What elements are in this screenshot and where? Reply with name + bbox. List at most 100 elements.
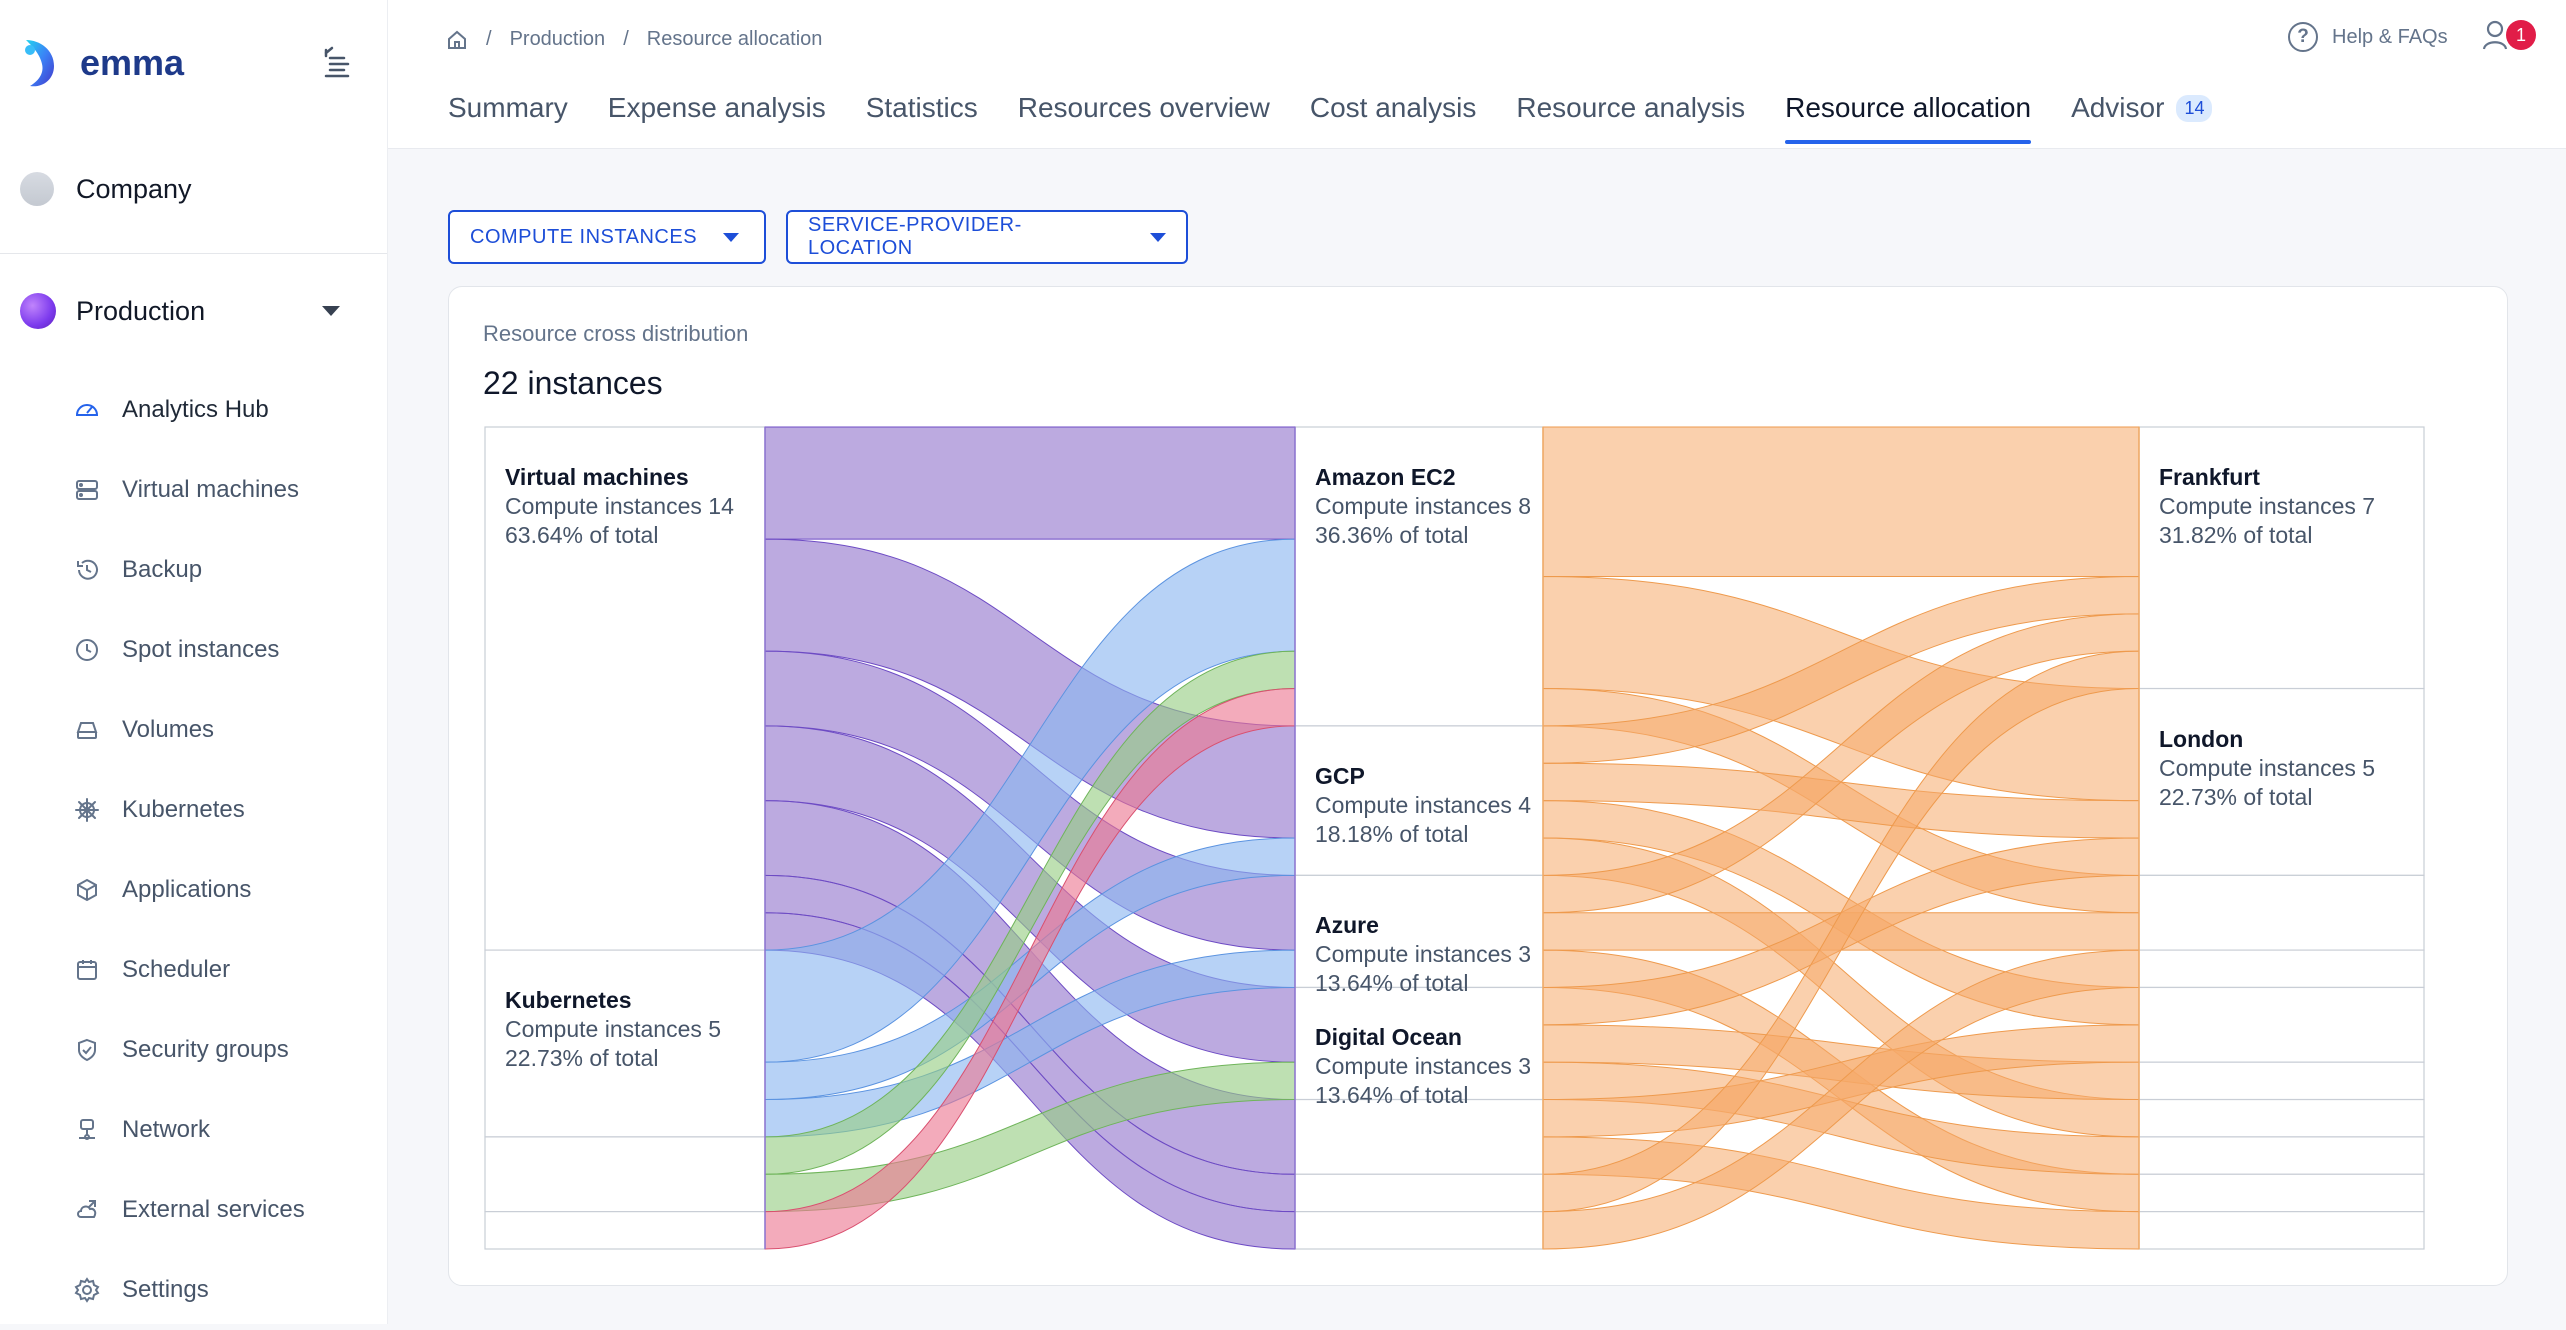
sidebar-item-network[interactable]: Network xyxy=(74,1090,305,1170)
node-share: 13.64% of total xyxy=(1315,970,1469,997)
box-icon xyxy=(74,877,100,903)
sankey-node-box xyxy=(2138,874,2425,951)
node-name: Virtual machines xyxy=(505,464,689,490)
project-avatar xyxy=(20,293,56,329)
user-menu-button[interactable]: 1 xyxy=(2482,18,2538,58)
sidebar-item-label: Analytics Hub xyxy=(122,396,269,423)
sidebar-item-label: Applications xyxy=(122,876,252,903)
tab-summary[interactable]: Summary xyxy=(448,92,568,144)
tab-label: Resources overview xyxy=(1017,92,1270,123)
resource-type-dropdown[interactable]: COMPUTE INSTANCES xyxy=(448,210,766,264)
sidebar-item-label: Spot instances xyxy=(122,636,280,663)
node-count: Compute instances 5 xyxy=(2159,754,2376,781)
advisor-count-badge: 14 xyxy=(2176,94,2213,122)
sidebar-item-backup[interactable]: Backup xyxy=(74,530,305,610)
breadcrumb-separator: / xyxy=(486,28,492,50)
node-share: 22.73% of total xyxy=(505,1045,659,1072)
helm-icon xyxy=(74,797,100,823)
history-icon xyxy=(74,557,100,583)
breadcrumb-production[interactable]: Production xyxy=(509,28,606,50)
server-icon xyxy=(74,477,100,503)
sankey-node-box xyxy=(2138,1136,2425,1175)
tab-bar: Summary Expense analysis Statistics Reso… xyxy=(448,92,2213,144)
sankey-node-box xyxy=(1294,1211,1544,1250)
sankey-node-box xyxy=(2138,949,2425,989)
company-selector[interactable]: Company xyxy=(20,172,192,206)
tab-advisor[interactable]: Advisor 14 xyxy=(2071,92,2213,144)
clock-icon xyxy=(74,637,100,663)
node-name: Kubernetes xyxy=(505,987,632,1014)
network-icon xyxy=(74,1117,100,1143)
sankey-node-label: Kubernetes Compute instances 5 22.73% of t… xyxy=(505,986,721,1073)
sidebar-item-kubernetes[interactable]: Kubernetes xyxy=(74,770,305,850)
node-share: 18.18% of total xyxy=(1315,820,1469,847)
sidebar-item-analytics-hub[interactable]: Analytics Hub xyxy=(74,370,305,450)
logo[interactable]: emma xyxy=(20,36,184,90)
sidebar-item-label: Virtual machines xyxy=(122,476,299,503)
tab-expense-analysis[interactable]: Expense analysis xyxy=(608,92,826,144)
help-label: Help & FAQs xyxy=(2332,25,2448,48)
sidebar-nav: Analytics Hub Virtual machines Backup Sp… xyxy=(74,370,305,1330)
sankey-node-box xyxy=(2138,1211,2425,1250)
topbar: / Production / Resource allocation ? Hel… xyxy=(388,0,2566,149)
sidebar-item-label: Settings xyxy=(122,1276,209,1303)
help-link[interactable]: ? Help & FAQs xyxy=(2288,22,2448,52)
project-selector[interactable]: Production xyxy=(20,293,340,329)
sankey-chart xyxy=(484,426,2425,1250)
tab-label: Expense analysis xyxy=(607,92,826,123)
sankey-node-box xyxy=(2138,1061,2425,1101)
node-count: Compute instances 3 xyxy=(1315,941,1532,968)
node-share: 31.82% of total xyxy=(2159,522,2313,548)
sidebar-divider xyxy=(0,253,387,254)
question-icon: ? xyxy=(2288,22,2318,52)
sidebar-item-security-groups[interactable]: Security groups xyxy=(74,1010,305,1090)
cloud-link-icon xyxy=(74,1197,100,1223)
grouping-dropdown[interactable]: SERVICE-PROVIDER-LOCATION xyxy=(786,210,1188,264)
emma-logo-icon xyxy=(25,40,54,87)
logo-text: emma xyxy=(80,42,185,83)
sidebar-item-volumes[interactable]: Volumes xyxy=(74,690,305,770)
node-count: Compute instances 14 xyxy=(505,493,734,519)
tab-statistics[interactable]: Statistics xyxy=(866,92,978,144)
tab-cost-analysis[interactable]: Cost analysis xyxy=(1310,92,1477,144)
tab-label: Resource analysis xyxy=(1516,92,1746,123)
company-avatar xyxy=(20,172,54,206)
sankey-node-label: Frankfurt Compute instances 7 31.82% of to… xyxy=(2159,463,2375,550)
sidebar-item-settings[interactable]: Settings xyxy=(74,1250,305,1330)
tab-resources-overview[interactable]: Resources overview xyxy=(1018,92,1270,144)
tab-resource-analysis[interactable]: Resource analysis xyxy=(1516,92,1745,144)
sidebar-item-label: Scheduler xyxy=(122,956,231,983)
home-icon[interactable] xyxy=(446,29,468,51)
sidebar-item-applications[interactable]: Applications xyxy=(74,850,305,930)
sankey-node-box xyxy=(1294,874,1544,989)
sidebar-item-virtual-machines[interactable]: Virtual machines xyxy=(74,450,305,530)
chevron-down-icon xyxy=(322,306,340,316)
tab-resource-allocation[interactable]: Resource allocation xyxy=(1785,92,2031,144)
node-name: London xyxy=(2159,725,2244,752)
collapse-sidebar-button[interactable] xyxy=(320,44,354,80)
sidebar-item-scheduler[interactable]: Scheduler xyxy=(74,930,305,1010)
node-count: Compute instances 7 xyxy=(2159,493,2376,519)
tab-label: Advisor xyxy=(2071,92,2165,123)
node-share: 13.64% of total xyxy=(1315,1082,1469,1109)
sidebar-item-external-services[interactable]: External services xyxy=(74,1170,305,1250)
sankey-node-label: London Compute instances 5 22.73% of total xyxy=(2159,725,2375,812)
dropdown-value: SERVICE-PROVIDER-LOCATION xyxy=(808,214,1022,259)
sankey-node-box xyxy=(484,1136,766,1213)
sidebar-item-label: Volumes xyxy=(122,716,215,743)
breadcrumb-separator: / xyxy=(623,28,629,50)
tab-label: Resource allocation xyxy=(1785,92,2032,123)
breadcrumb: / Production / Resource allocation xyxy=(446,28,822,51)
sidebar-item-label: Backup xyxy=(122,556,203,583)
resource-distribution-card: Resource cross distribution 22 instances… xyxy=(448,286,2508,1286)
sidebar: emma Company Production Analytics Hub Vi… xyxy=(0,0,388,1324)
collapse-menu-icon xyxy=(324,46,350,78)
node-name: Frankfurt xyxy=(2159,464,2260,490)
company-name: Company xyxy=(76,173,192,204)
sankey-node-box xyxy=(1294,1173,1544,1213)
sankey-node-box xyxy=(1294,1098,1544,1175)
sankey-node-label: Virtual machines Compute instances 14 63.6… xyxy=(505,463,734,550)
sidebar-item-label: Kubernetes xyxy=(122,796,245,823)
sidebar-item-spot-instances[interactable]: Spot instances xyxy=(74,610,305,690)
sankey-node-box xyxy=(2138,687,2425,876)
